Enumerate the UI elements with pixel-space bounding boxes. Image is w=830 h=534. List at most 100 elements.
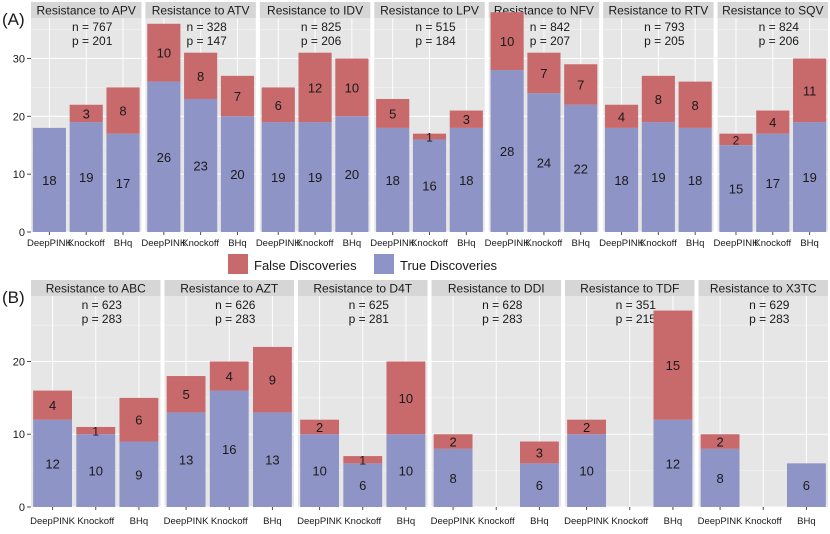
sample-size-label: n = 328 bbox=[186, 20, 227, 34]
false-discoveries-label: 4 bbox=[618, 109, 625, 124]
facet-title: Resistance to SQV bbox=[722, 4, 823, 18]
true-discoveries-bar bbox=[209, 390, 249, 507]
false-discoveries-bar bbox=[793, 58, 827, 123]
true-discoveries-bar bbox=[252, 412, 292, 507]
false-discoveries-bar bbox=[678, 81, 712, 128]
facet-strip bbox=[31, 2, 142, 18]
false-discoveries-label: 3 bbox=[83, 106, 90, 121]
feature-count-label: p = 205 bbox=[644, 34, 685, 48]
false-discoveries-bar bbox=[756, 110, 790, 134]
legend-true-label: True Discoveries bbox=[400, 258, 498, 273]
true-discoveries-bar bbox=[386, 434, 426, 507]
sample-size-label: n = 515 bbox=[415, 20, 456, 34]
false-discoveries-label: 7 bbox=[540, 66, 547, 81]
x-tick-label: Knockoff bbox=[611, 516, 648, 527]
facet-title: Resistance to ATV bbox=[152, 4, 250, 18]
false-discoveries-bar bbox=[719, 133, 753, 146]
true-discoveries-bar bbox=[756, 133, 790, 232]
true-discoveries-bar bbox=[412, 139, 447, 232]
x-tick-label: BHq bbox=[114, 238, 132, 249]
feature-count-label: p = 215 bbox=[616, 312, 657, 326]
true-discoveries-label: 13 bbox=[265, 453, 279, 468]
true-discoveries-label: 15 bbox=[729, 182, 743, 197]
false-discoveries-bar bbox=[298, 52, 332, 123]
feature-count-label: p = 283 bbox=[215, 312, 256, 326]
true-discoveries-bar bbox=[147, 81, 181, 233]
true-discoveries-label: 9 bbox=[135, 467, 142, 482]
facet-strip bbox=[717, 2, 828, 18]
facet-strip bbox=[164, 280, 294, 296]
x-tick-label: BHq bbox=[797, 516, 815, 527]
true-discoveries-bar bbox=[519, 463, 559, 507]
feature-count-label: p = 206 bbox=[759, 34, 800, 48]
sample-size-label: n = 626 bbox=[215, 298, 256, 312]
false-discoveries-bar bbox=[641, 75, 675, 123]
facet-title: Resistance to X3TC bbox=[710, 282, 817, 296]
false-discoveries-label: 6 bbox=[135, 413, 142, 428]
x-tick-label: BHq bbox=[343, 238, 361, 249]
true-discoveries-label: 8 bbox=[716, 471, 723, 486]
true-discoveries-bar bbox=[106, 133, 140, 232]
facet-title: Resistance to IDV bbox=[267, 4, 363, 18]
true-discoveries-bar bbox=[343, 463, 383, 507]
false-discoveries-bar bbox=[209, 361, 249, 391]
true-discoveries-label: 26 bbox=[157, 150, 171, 165]
false-discoveries-label: 2 bbox=[449, 435, 456, 450]
false-discoveries-label: 10 bbox=[399, 391, 413, 406]
x-tick-label: DeepPINK bbox=[141, 238, 187, 249]
true-discoveries-label: 22 bbox=[574, 161, 588, 176]
x-tick-label: Knockoff bbox=[182, 238, 219, 249]
true-discoveries-label: 12 bbox=[666, 456, 680, 471]
false-discoveries-bar bbox=[567, 419, 607, 435]
x-tick-label: BHq bbox=[664, 516, 682, 527]
x-tick-label: DeepPINK bbox=[714, 238, 760, 249]
true-discoveries-label: 28 bbox=[500, 144, 514, 159]
false-discoveries-bar bbox=[433, 434, 473, 449]
y-tick-label: 20 bbox=[13, 111, 25, 123]
x-tick-label: Knockoff bbox=[640, 238, 677, 249]
false-discoveries-bar bbox=[376, 98, 410, 128]
sample-size-label: n = 767 bbox=[72, 20, 113, 34]
false-discoveries-bar bbox=[300, 419, 340, 435]
false-discoveries-label: 11 bbox=[803, 83, 817, 98]
false-discoveries-label: 10 bbox=[157, 46, 171, 61]
true-discoveries-label: 6 bbox=[359, 478, 366, 493]
false-discoveries-bar bbox=[527, 52, 561, 94]
x-tick-label: Knockoff bbox=[411, 238, 448, 249]
false-discoveries-label: 4 bbox=[49, 398, 56, 413]
false-discoveries-label: 1 bbox=[426, 131, 433, 145]
x-tick-label: BHq bbox=[263, 516, 281, 527]
false-discoveries-label: 8 bbox=[119, 104, 126, 119]
true-discoveries-label: 24 bbox=[537, 156, 551, 171]
facet-strip bbox=[145, 2, 256, 18]
false-discoveries-bar bbox=[604, 104, 639, 128]
true-discoveries-label: 18 bbox=[614, 173, 628, 188]
true-discoveries-bar bbox=[567, 434, 607, 507]
true-discoveries-bar bbox=[604, 127, 639, 232]
true-discoveries-bar bbox=[449, 127, 483, 232]
sample-size-label: n = 351 bbox=[616, 298, 657, 312]
true-discoveries-label: 18 bbox=[459, 173, 473, 188]
false-discoveries-label: 7 bbox=[234, 89, 241, 104]
x-tick-label: DeepPINK bbox=[27, 238, 73, 249]
true-discoveries-bar bbox=[564, 104, 598, 232]
true-discoveries-label: 10 bbox=[89, 464, 103, 479]
false-discoveries-label: 8 bbox=[692, 98, 699, 113]
feature-count-label: p = 281 bbox=[349, 312, 390, 326]
false-discoveries-label: 10 bbox=[345, 80, 359, 95]
x-tick-label: BHq bbox=[397, 516, 415, 527]
x-tick-label: BHq bbox=[457, 238, 475, 249]
true-discoveries-label: 18 bbox=[42, 173, 56, 188]
false-discoveries-label: 8 bbox=[655, 92, 662, 107]
facet-title: Resistance to AZT bbox=[180, 282, 279, 296]
true-discoveries-bar bbox=[793, 122, 827, 232]
x-tick-label: DeepPINK bbox=[599, 238, 645, 249]
false-discoveries-label: 7 bbox=[577, 78, 584, 93]
sample-size-label: n = 628 bbox=[482, 298, 523, 312]
x-tick-label: DeepPINK bbox=[256, 238, 302, 249]
facet-strip bbox=[298, 280, 428, 296]
x-tick-label: Knockoff bbox=[344, 516, 381, 527]
false-discoveries-bar bbox=[261, 87, 295, 123]
true-discoveries-bar bbox=[433, 448, 473, 507]
